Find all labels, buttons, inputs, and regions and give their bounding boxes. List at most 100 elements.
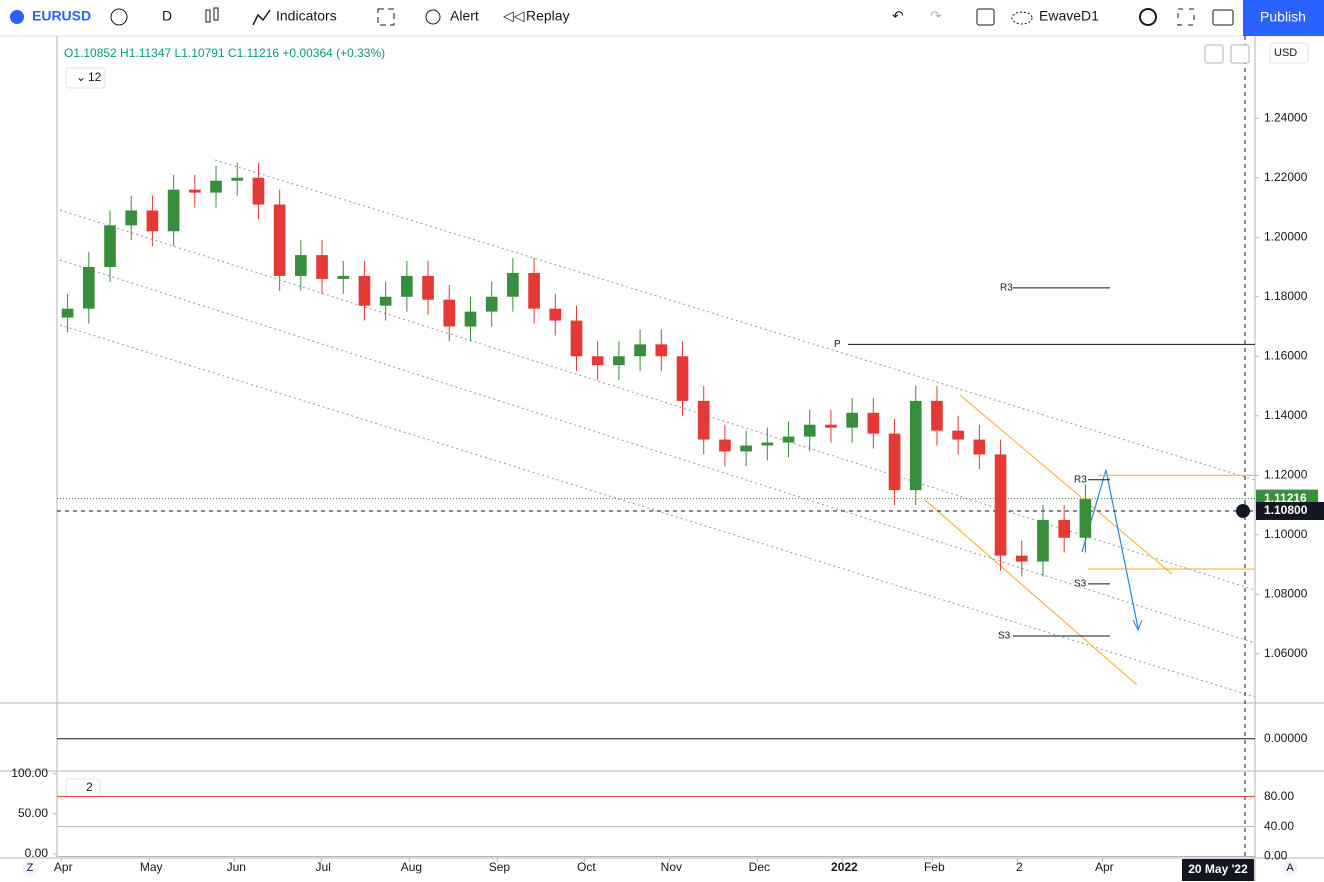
candle-body: [591, 356, 604, 366]
candle-body: [697, 400, 710, 440]
undo[interactable]: ↶: [892, 8, 904, 24]
layout-name[interactable]: EwaveD1: [1039, 8, 1099, 24]
collapse-button[interactable]: [65, 67, 106, 89]
candle-body: [167, 189, 180, 232]
candle-body: [210, 180, 222, 193]
price-tick-label: 1.08000: [1264, 586, 1308, 600]
osc2-left-label: 50.00: [18, 806, 48, 820]
collapse-count[interactable]: ⌄: [76, 70, 86, 84]
currency-button[interactable]: [1269, 42, 1309, 64]
osc2-right-label: 40.00: [1264, 819, 1294, 833]
crosshair-price-label: 1.10800: [1264, 503, 1308, 517]
symbol-icon[interactable]: [10, 10, 24, 24]
candle-body: [401, 275, 413, 297]
price-tick-label: 1.06000: [1264, 646, 1308, 660]
candle-body: [1058, 519, 1070, 538]
price-tick-label: 1.22000: [1264, 170, 1308, 184]
candle-body: [528, 272, 540, 309]
time-tick-label: May: [140, 860, 163, 874]
candle-body: [1079, 499, 1092, 538]
settings-icon[interactable]: [1139, 8, 1157, 26]
cloud-icon[interactable]: [1011, 11, 1033, 25]
z-label[interactable]: Z: [27, 862, 34, 874]
replay[interactable]: Replay: [526, 8, 570, 24]
candle-body: [379, 296, 392, 306]
publish-button[interactable]: [1243, 0, 1324, 36]
candle-body: [1037, 519, 1049, 562]
candle-body: [952, 430, 964, 440]
crosshair-add-button: [1236, 503, 1250, 518]
indicators[interactable]: Indicators: [276, 8, 337, 24]
candle-body: [485, 296, 498, 312]
candle-body: [358, 275, 371, 306]
candle-body: [719, 439, 731, 452]
redo: ↷: [930, 8, 942, 24]
pane3-legend-button[interactable]: [65, 778, 101, 798]
templates-icon[interactable]: [377, 8, 395, 26]
a-label[interactable]: A: [1286, 862, 1294, 874]
chart-type-icon[interactable]: [205, 9, 211, 23]
candle-body: [803, 424, 816, 437]
time-tick-label: Sep: [489, 860, 511, 874]
osc2-right-label: 0.00: [1264, 849, 1288, 863]
price-tick-label: 1.20000: [1264, 229, 1308, 243]
candle-body: [443, 299, 456, 327]
crosshair-price-tag: [1256, 501, 1324, 520]
time-tick-label: Dec: [749, 860, 770, 874]
candle-body: [273, 204, 286, 276]
ohlc-legend: O1.10852 H1.11347 L1.10791 C1.11216 +0.0…: [64, 46, 385, 60]
interval[interactable]: D: [162, 8, 172, 24]
price-tick-label: 1.10000: [1264, 527, 1308, 541]
fullscreen-icon[interactable]: [1177, 8, 1195, 26]
crosshair-date: 20 May '22: [1188, 862, 1248, 876]
candle-body: [634, 344, 646, 357]
last-price-label: 1.11216: [1264, 491, 1307, 505]
collapse-count-value[interactable]: 12: [88, 70, 102, 84]
time-tick-label: Feb: [924, 860, 945, 874]
currency[interactable]: USD: [1274, 47, 1297, 59]
pane-down-button[interactable]: [1204, 44, 1224, 64]
pane-maximize-button[interactable]: [1230, 44, 1250, 64]
candle-body: [337, 275, 350, 279]
candle-body: [82, 266, 95, 309]
time-tick-label: Oct: [577, 860, 596, 874]
candle-body: [507, 272, 519, 297]
candle-body: [613, 356, 625, 366]
candle-body: [125, 210, 138, 226]
compare-button[interactable]: [110, 8, 128, 26]
price-tick-label: 1.16000: [1264, 348, 1308, 362]
candle-body: [146, 210, 159, 232]
time-tick-label: Jul: [316, 860, 331, 874]
candle-body: [846, 412, 858, 428]
candle-body: [655, 344, 668, 357]
indicators-icon[interactable]: [252, 9, 271, 26]
candle-body: [782, 436, 795, 443]
candle-body: [867, 412, 880, 434]
publish[interactable]: Publish: [1260, 9, 1306, 25]
layout-icon[interactable]: [976, 8, 995, 26]
candle-body: [888, 433, 901, 491]
osc2-left-label: 100.00: [11, 766, 48, 780]
alert[interactable]: Alert: [450, 8, 479, 24]
wedge-lines: [924, 394, 1173, 686]
symbol[interactable]: EURUSD: [32, 8, 91, 24]
pane3-legend[interactable]: 2: [86, 780, 93, 794]
candle-body: [295, 255, 307, 276]
candle-body: [973, 439, 986, 455]
a-button[interactable]: [1282, 860, 1298, 876]
chart-type-icon-2: [213, 7, 219, 21]
candle-body: [231, 177, 244, 181]
osc2-right-label: 80.00: [1264, 789, 1294, 803]
candle-body: [464, 311, 477, 327]
candle-body: [549, 308, 562, 321]
pivot-label: S3: [998, 631, 1011, 642]
alert-icon[interactable]: [425, 9, 441, 25]
replay-icon[interactable]: ◁◁: [503, 8, 525, 24]
time-tick-label: Aug: [401, 860, 422, 874]
projection-arrow: [1081, 469, 1139, 629]
time-tick-label: Jun: [227, 860, 246, 874]
candle-body: [188, 189, 201, 193]
snapshot-icon[interactable]: [1212, 9, 1234, 26]
z-button[interactable]: [22, 860, 38, 876]
